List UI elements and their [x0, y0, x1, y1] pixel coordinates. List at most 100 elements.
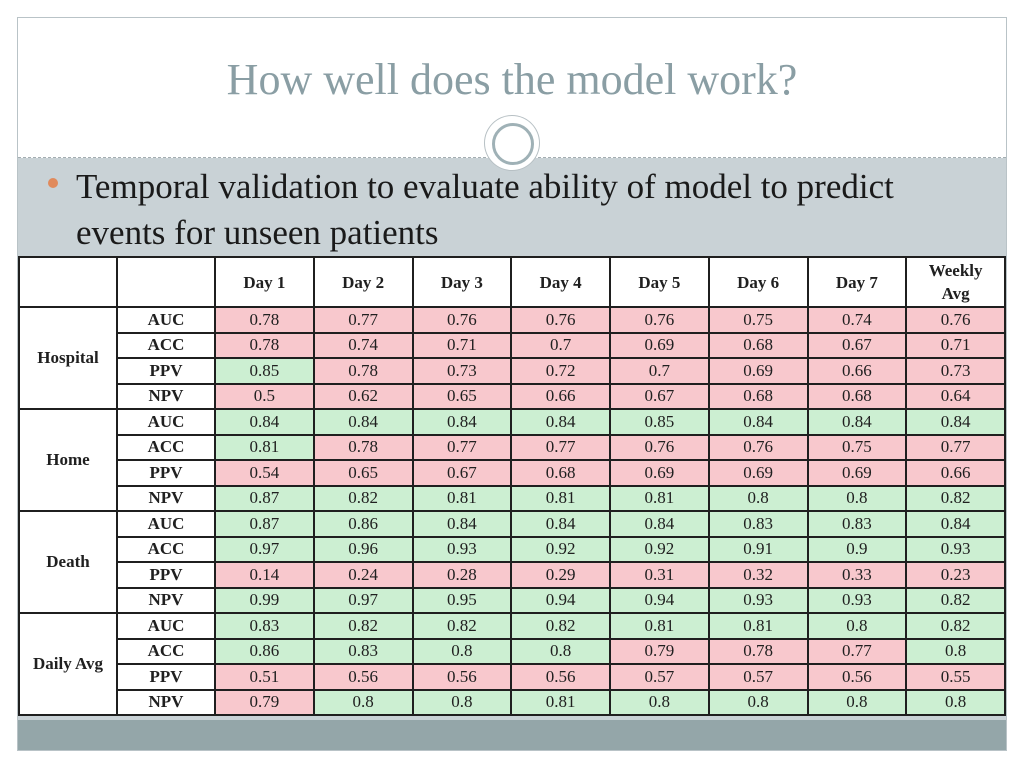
value-cell: 0.29 [510, 561, 611, 589]
value-cell: 0.69 [707, 357, 809, 385]
value-cell: 0.78 [707, 637, 809, 665]
value-cell: 0.68 [707, 331, 809, 359]
value-cell: 0.5 [214, 382, 315, 410]
value-cell: 0.94 [510, 586, 611, 614]
value-cell: 0.77 [510, 433, 611, 461]
value-cell: 0.82 [905, 484, 1006, 512]
value-cell: 0.68 [806, 382, 908, 410]
value-cell: 0.83 [806, 510, 908, 538]
group-label: Home [18, 408, 118, 512]
column-header: Weekly Avg [905, 256, 1006, 308]
value-cell: 0.75 [707, 306, 809, 334]
metric-label: NPV [116, 688, 216, 716]
value-cell: 0.97 [312, 586, 414, 614]
table-row: PPV 0.51 0.56 0.56 0.56 0.57 0.57 0.56 0.55 [19, 663, 1006, 691]
value-cell: 0.84 [707, 408, 809, 436]
value-cell: 0.9 [806, 535, 908, 563]
value-cell: 0.78 [312, 357, 414, 385]
table-row: PPV 0.85 0.78 0.73 0.72 0.7 0.69 0.66 0.73 [19, 357, 1006, 385]
value-cell: 0.78 [312, 433, 414, 461]
value-cell: 0.56 [510, 663, 611, 691]
corner-cell-group [18, 256, 118, 308]
value-cell: 0.73 [905, 357, 1006, 385]
table-row: ACC 0.78 0.74 0.71 0.7 0.69 0.68 0.67 0.71 [19, 331, 1006, 359]
value-cell: 0.73 [411, 357, 513, 385]
bullet-dot-icon [48, 178, 58, 188]
value-cell: 0.76 [510, 306, 611, 334]
group-label: Hospital [18, 306, 118, 410]
value-cell: 0.66 [905, 459, 1006, 487]
value-cell: 0.95 [411, 586, 513, 614]
value-cell: 0.97 [214, 535, 315, 563]
value-cell: 0.82 [312, 484, 414, 512]
value-cell: 0.82 [905, 586, 1006, 614]
results-table-wrapper: Day 1 Day 2 Day 3 Day 4 Day 5 Day 6 Day … [18, 256, 1006, 716]
column-header: Day 2 [312, 256, 414, 308]
value-cell: 0.69 [609, 331, 710, 359]
value-cell: 0.81 [510, 484, 611, 512]
value-cell: 0.67 [806, 331, 908, 359]
value-cell: 0.76 [411, 306, 513, 334]
header-row: Day 1 Day 2 Day 3 Day 4 Day 5 Day 6 Day … [18, 256, 1006, 308]
value-cell: 0.79 [214, 688, 315, 716]
value-cell: 0.66 [806, 357, 908, 385]
value-cell: 0.65 [312, 459, 414, 487]
value-cell: 0.8 [707, 688, 809, 716]
value-cell: 0.57 [609, 663, 710, 691]
value-cell: 0.77 [806, 637, 908, 665]
circle-ornament-icon [485, 116, 539, 170]
value-cell: 0.51 [214, 663, 315, 691]
value-cell: 0.67 [609, 382, 710, 410]
value-cell: 0.69 [707, 459, 809, 487]
value-cell: 0.68 [707, 382, 809, 410]
value-cell: 0.74 [312, 331, 414, 359]
value-cell: 0.8 [609, 688, 710, 716]
value-cell: 0.76 [707, 433, 809, 461]
value-cell: 0.78 [214, 331, 315, 359]
value-cell: 0.74 [806, 306, 908, 334]
value-cell: 0.81 [609, 484, 710, 512]
column-header: Day 1 [214, 256, 315, 308]
value-cell: 0.71 [411, 331, 513, 359]
metric-label: ACC [116, 637, 216, 665]
value-cell: 0.82 [905, 612, 1006, 640]
metric-label: AUC [116, 408, 216, 436]
value-cell: 0.8 [312, 688, 414, 716]
value-cell: 0.68 [510, 459, 611, 487]
value-cell: 0.86 [214, 637, 315, 665]
value-cell: 0.84 [806, 408, 908, 436]
value-cell: 0.8 [806, 612, 908, 640]
value-cell: 0.67 [411, 459, 513, 487]
value-cell: 0.94 [609, 586, 710, 614]
value-cell: 0.82 [510, 612, 611, 640]
value-cell: 0.8 [510, 637, 611, 665]
table-row: ACC 0.81 0.78 0.77 0.77 0.76 0.76 0.75 0.77 [19, 433, 1006, 461]
value-cell: 0.76 [609, 433, 710, 461]
value-cell: 0.28 [411, 561, 513, 589]
value-cell: 0.8 [905, 637, 1006, 665]
column-header: Day 6 [707, 256, 809, 308]
column-header: Day 4 [510, 256, 611, 308]
column-header: Day 3 [411, 256, 513, 308]
value-cell: 0.14 [214, 561, 315, 589]
table-row: PPV 0.14 0.24 0.28 0.29 0.31 0.32 0.33 0.23 [19, 561, 1006, 589]
slide-title: How well does the model work? [226, 55, 798, 104]
metric-label: ACC [116, 535, 216, 563]
value-cell: 0.71 [905, 331, 1006, 359]
corner-cell-metric [116, 256, 216, 308]
value-cell: 0.77 [905, 433, 1006, 461]
table-row: PPV 0.54 0.65 0.67 0.68 0.69 0.69 0.69 0.66 [19, 459, 1006, 487]
value-cell: 0.56 [312, 663, 414, 691]
value-cell: 0.7 [609, 357, 710, 385]
value-cell: 0.87 [214, 484, 315, 512]
value-cell: 0.75 [806, 433, 908, 461]
value-cell: 0.81 [707, 612, 809, 640]
value-cell: 0.84 [214, 408, 315, 436]
value-cell: 0.8 [806, 484, 908, 512]
value-cell: 0.91 [707, 535, 809, 563]
group-label: Death [18, 510, 118, 614]
value-cell: 0.85 [609, 408, 710, 436]
value-cell: 0.93 [707, 586, 809, 614]
value-cell: 0.79 [609, 637, 710, 665]
value-cell: 0.54 [214, 459, 315, 487]
